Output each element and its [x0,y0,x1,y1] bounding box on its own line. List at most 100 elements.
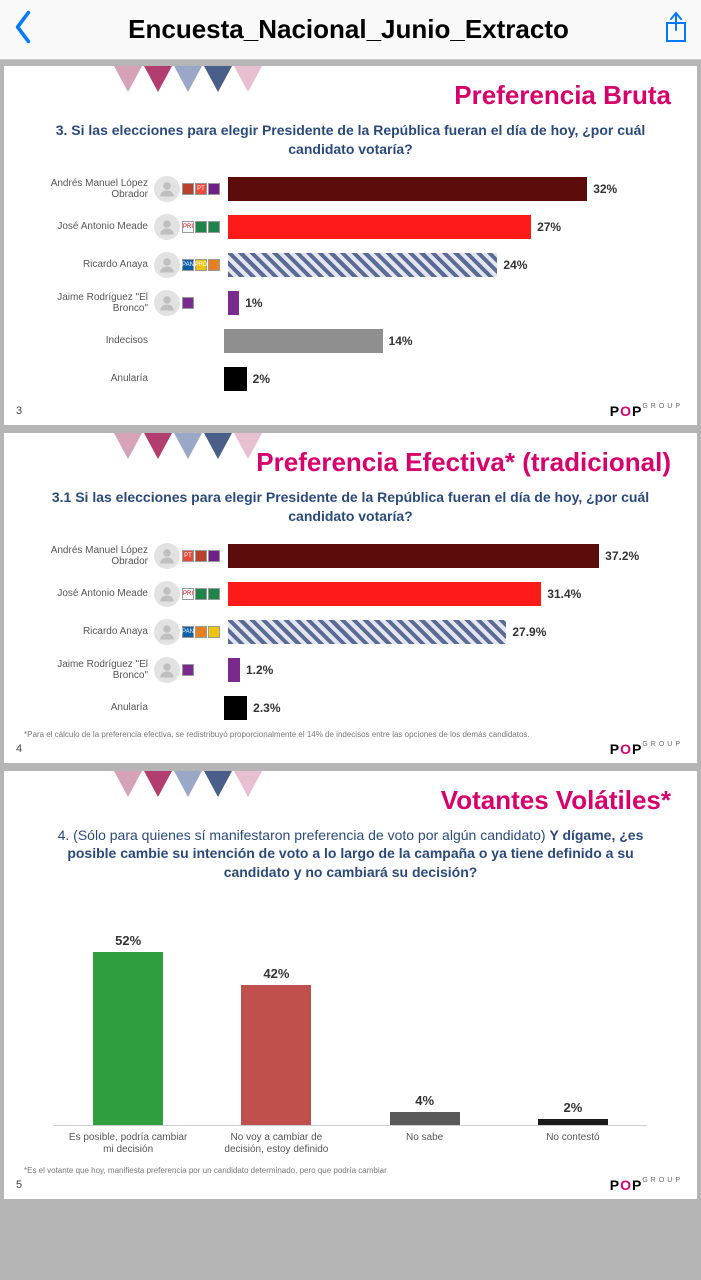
vbar-label: Es posible, podría cambiar mi decisión [68,1132,188,1160]
party-logo-icon: PAN [182,626,194,638]
party-logo-icon [195,626,207,638]
bar-fill [228,291,239,315]
hbar-row: Anularía2% [24,363,677,395]
candidate-face-icon [154,290,180,316]
party-logo-icon [195,221,207,233]
hbar-row: Ricardo Anaya PANPRD 24% [24,249,677,281]
bar-fill [224,696,247,720]
bar-fill [228,253,497,277]
bar-value: 1% [245,296,262,310]
party-logos: PAN [182,626,224,638]
party-logo-icon: PRD [195,259,207,271]
share-button[interactable] [663,10,689,49]
vbar-column: 4% [365,1093,485,1125]
nav-bar: Encuesta_Nacional_Junio_Extracto [0,0,701,60]
slide-question: 4. (Sólo para quienes sí manifestaron pr… [34,826,667,883]
candidate-label: José Antonio Meade [24,588,152,599]
bar-fill [224,329,383,353]
party-logos [182,297,224,309]
bar-track: 27.9% [228,620,677,644]
bar-fill [224,367,247,391]
bar-value: 27.9% [512,625,546,639]
vbar-fill [93,952,163,1125]
candidate-label: Ricardo Anaya [24,259,152,270]
bar-value: 1.2% [246,663,273,677]
party-logo-icon [182,664,194,676]
vbar-column: 52% [68,933,188,1125]
slide-preferencia-efectiva: Preferencia Efectiva* (tradicional) 3.1 … [4,433,697,763]
party-logo-icon: PAN [182,259,194,271]
hbar-row: Jaime Rodríguez "El Bronco" 1% [24,287,677,319]
bar-value: 2% [253,372,270,386]
footnote: *Para el cálculo de la preferencia efect… [24,730,677,739]
bar-track: 1.2% [228,658,677,682]
party-logos: PRI [182,588,224,600]
candidate-face-icon [154,619,180,645]
hbar-chart: Andrés Manuel López ObradorPT32%José Ant… [24,173,677,395]
party-logo-icon [208,259,220,271]
bar-value: 2.3% [253,701,280,715]
bar-track: 31.4% [228,582,677,606]
bar-track: 27% [228,215,677,239]
hbar-row: Ricardo AnayaPAN27.9% [24,616,677,648]
vbar-value: 52% [115,933,141,948]
vbar-column: 2% [513,1100,633,1126]
party-logos: PRI [182,221,224,233]
vbar-fill [390,1112,460,1125]
hbar-chart: Andrés Manuel López ObradorPT37.2% José A… [24,540,677,724]
bar-track: 2.3% [224,696,677,720]
hbar-row: José Antonio MeadePRI27% [24,211,677,243]
bar-fill [228,177,587,201]
party-logo-icon: PRI [182,588,194,600]
hbar-row: Andrés Manuel López ObradorPT37.2% [24,540,677,572]
bar-track: 32% [228,177,677,201]
party-logo-icon [208,221,220,233]
candidate-label: Jaime Rodríguez "El Bronco" [24,292,152,314]
vbar-fill [538,1119,608,1126]
vbar-column: 42% [216,966,336,1125]
page-number: 3 [16,405,22,417]
hbar-row: José Antonio Meade PRI 31.4% [24,578,677,610]
candidate-face-icon [154,176,180,202]
candidate-label: Andrés Manuel López Obrador [24,178,152,200]
bar-track: 24% [228,253,677,277]
bar-track: 14% [224,329,677,353]
party-logos [182,664,224,676]
slide-question: 3. Si las elecciones para elegir Preside… [34,121,667,159]
vbar-label: No sabe [365,1132,485,1160]
candidate-face-icon [154,543,180,569]
bar-fill [228,620,506,644]
party-logo-icon [195,588,207,600]
vbar-label: No voy a cambiar de decisión, estoy defi… [216,1132,336,1160]
party-logos: PANPRD [182,259,224,271]
pop-logo: POPGROUP [610,1177,683,1193]
bar-track: 37.2% [228,544,677,568]
bar-fill [228,658,240,682]
pop-logo: POPGROUP [610,741,683,757]
candidate-face-icon [154,581,180,607]
vbar-label: No contestó [513,1132,633,1160]
bar-value: 24% [503,258,527,272]
party-logos: PT [182,183,224,195]
pop-logo: POPGROUP [610,403,683,419]
hbar-row: Jaime Rodríguez "El Bronco"1.2% [24,654,677,686]
bar-fill [228,215,531,239]
page-number: 5 [16,1179,22,1191]
candidate-face-icon [154,657,180,683]
party-logo-icon [182,183,194,195]
bar-value: 27% [537,220,561,234]
decorative-triangles [114,433,262,459]
back-button[interactable] [12,9,34,50]
vbar-value: 42% [263,966,289,981]
decorative-triangles [114,66,262,92]
bar-track: 1% [228,291,677,315]
vbar-value: 2% [563,1100,582,1115]
party-logo-icon [208,183,220,195]
question-context: 4. (Sólo para quienes sí manifestaron pr… [58,827,550,843]
vbar-labels: Es posible, podría cambiar mi decisión No… [54,1126,647,1160]
bar-value: 32% [593,182,617,196]
candidate-face-icon [154,214,180,240]
party-logo-icon [208,550,220,562]
bar-track: 2% [224,367,677,391]
hbar-row: Andrés Manuel López Obrador PT 32% [24,173,677,205]
